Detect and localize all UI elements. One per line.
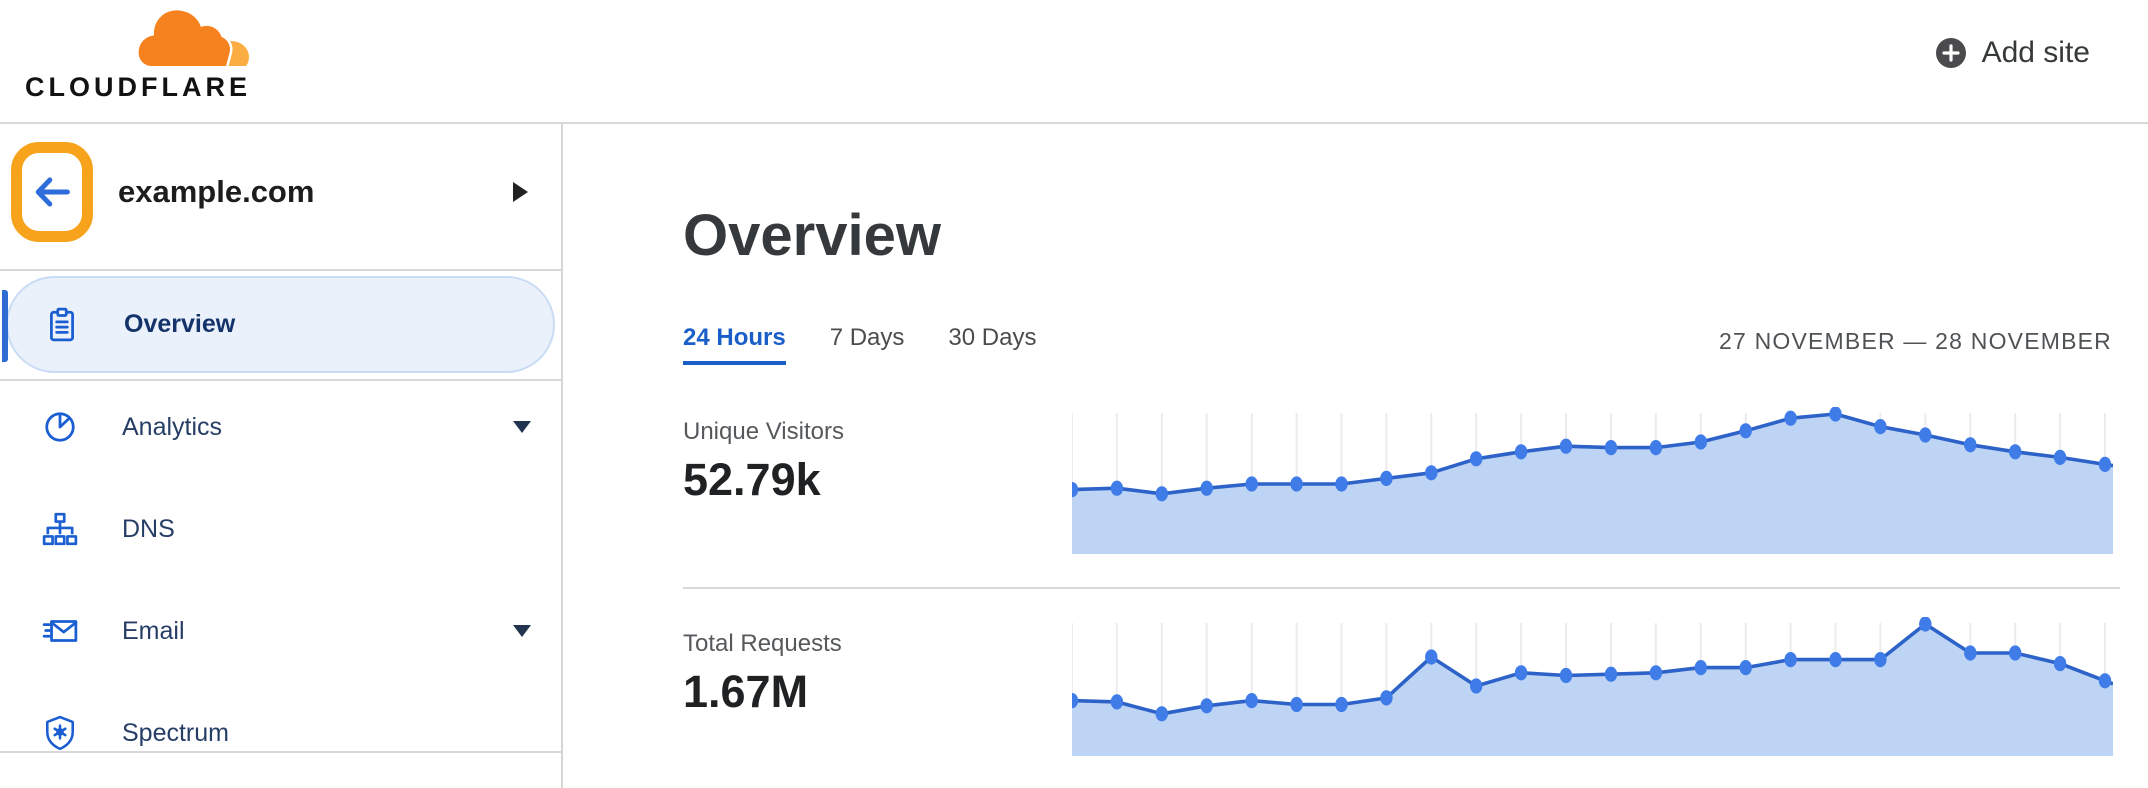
chevron-down-icon [513,421,531,433]
sidebar-item-dns[interactable]: DNS [0,478,561,580]
sidebar-item-divider [0,379,561,381]
plus-circle-icon [1935,38,1966,68]
sidebar-item-overview[interactable]: Overview [2,276,555,373]
chevron-down-icon [513,625,531,637]
selected-item-accent-bar [2,290,8,362]
sidebar-menu: Overview Analytics DNS Email Spectrum [0,271,561,788]
sidebar-bottom-divider [0,751,561,753]
cloudflare-logo[interactable]: CLOUDFLARE [25,0,265,110]
sidebar-vertical-divider [561,124,563,788]
back-button[interactable] [28,168,76,216]
sidebar-item-email[interactable]: Email [0,580,561,682]
chevron-right-icon[interactable] [513,182,528,202]
sidebar-item-label: Email [122,616,185,645]
network-icon [42,511,78,547]
main-content: Overview 24 Hours 7 Days 30 Days 27 NOVEMB… [563,124,2148,788]
total-requests-label: Total Requests [683,630,842,657]
date-range-label: 27 NOVEMBER — 28 NOVEMBER [1719,328,2112,354]
sidebar-item-label: Analytics [122,412,223,441]
sidebar-item-analytics[interactable]: Analytics [0,376,561,478]
arrow-left-icon [35,177,70,207]
tab-7-days[interactable]: 7 Days [829,324,905,351]
page-title: Overview [683,203,941,268]
sidebar-item-spectrum[interactable]: Spectrum [0,682,561,784]
shield-icon [42,715,78,751]
pie-chart-icon [42,409,78,445]
sidebar-item-label: Overview [124,310,236,338]
cloudflare-cloud-icon [138,7,249,69]
sidebar: example.com Overview Analytics DNS Email Spe… [0,124,561,788]
total-requests-chart[interactable] [1072,617,2113,758]
time-range-tabs: 24 Hours 7 Days 30 Days [683,324,1036,365]
sidebar-item-label: Spectrum [122,718,229,747]
tab-24-hours[interactable]: 24 Hours [683,324,786,365]
unique-visitors-chart[interactable] [1072,407,2113,554]
email-icon [42,613,78,649]
top-bar: CLOUDFLARE Add site [0,0,2148,124]
sidebar-header-divider [0,269,561,271]
unique-visitors-value: 52.79k [683,454,821,505]
site-name: example.com [118,174,315,209]
cloudflare-wordmark: CLOUDFLARE [25,72,251,102]
clipboard-icon [44,307,80,343]
sidebar-item-label: DNS [122,514,175,543]
total-requests-value: 1.67M [683,666,809,717]
add-site-button[interactable]: Add site [1935,36,2090,70]
unique-visitors-label: Unique Visitors [683,418,844,445]
tab-30-days[interactable]: 30 Days [948,324,1037,351]
metrics-section-divider [683,587,2120,589]
add-site-label: Add site [1981,36,2090,69]
back-button-highlight-annotation [11,142,93,242]
